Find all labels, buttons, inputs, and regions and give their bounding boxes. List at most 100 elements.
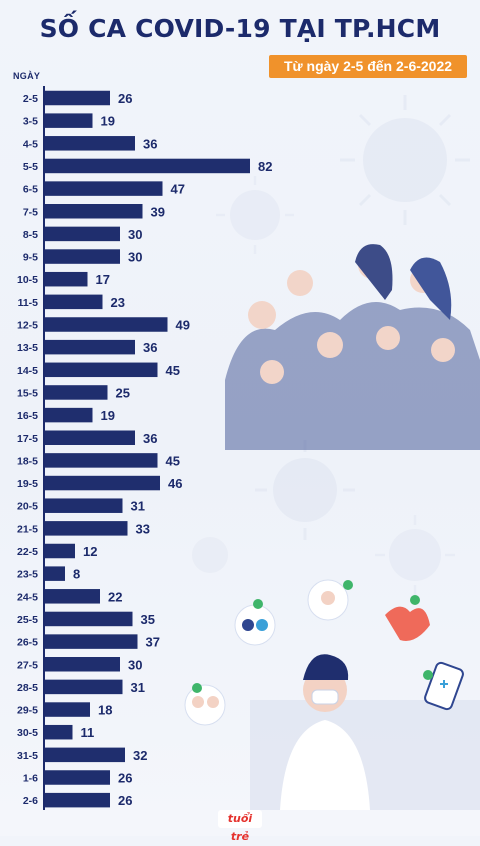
category-label: 30-5 <box>17 727 38 739</box>
data-label: 32 <box>133 748 147 763</box>
data-label: 22 <box>108 589 122 604</box>
data-label: 30 <box>128 227 142 242</box>
data-label: 23 <box>111 295 125 310</box>
chart-title: SỐ CA COVID-19 TẠI TP.HCM <box>39 14 441 43</box>
data-label: 31 <box>131 680 145 695</box>
category-label: 21-5 <box>17 523 38 535</box>
category-label: 27-5 <box>17 659 38 671</box>
bar <box>45 158 250 174</box>
y-axis-label: NGÀY <box>13 71 41 81</box>
virus-icon <box>255 440 355 540</box>
virus-icon <box>192 537 228 573</box>
category-label: 6-5 <box>23 184 38 196</box>
data-label: 45 <box>166 363 180 378</box>
category-label: 20-5 <box>17 501 38 513</box>
bar <box>45 407 93 423</box>
bar <box>45 90 110 106</box>
bar <box>45 543 75 559</box>
bar <box>45 792 110 808</box>
category-label: 8-5 <box>23 229 38 241</box>
bar <box>45 679 123 695</box>
data-label: 82 <box>258 159 272 174</box>
data-label: 31 <box>131 499 145 514</box>
data-label: 36 <box>143 431 157 446</box>
doctor-illustration <box>250 654 480 810</box>
bar <box>45 204 143 219</box>
category-label: 15-5 <box>17 387 38 399</box>
category-label: 19-5 <box>17 478 38 490</box>
category-label: 28-5 <box>17 682 38 694</box>
bar <box>45 317 168 332</box>
data-label: 45 <box>166 453 180 468</box>
category-label: 12-5 <box>17 320 38 332</box>
bar <box>45 634 138 649</box>
data-label: 11 <box>81 725 95 740</box>
category-label: 9-5 <box>23 252 38 264</box>
bar <box>45 611 133 627</box>
bar <box>45 747 125 763</box>
bar <box>45 453 158 468</box>
category-label: 4-5 <box>23 138 38 150</box>
virus-icon <box>216 176 294 254</box>
data-label: 39 <box>151 204 165 219</box>
category-label: 11-5 <box>18 297 39 309</box>
virus-icon <box>375 515 455 595</box>
category-label: 29-5 <box>17 705 38 717</box>
bar <box>45 657 120 672</box>
category-label: 2-6 <box>23 795 38 807</box>
category-label: 31-5 <box>17 750 38 762</box>
category-label: 18-5 <box>17 455 38 467</box>
people-illustration <box>225 244 480 450</box>
data-label: 18 <box>98 703 112 718</box>
bar <box>45 724 73 740</box>
hands-icon <box>385 595 430 641</box>
bar <box>45 339 135 355</box>
category-label: 25-5 <box>17 614 38 626</box>
category-label: 24-5 <box>17 591 38 603</box>
bar <box>45 136 135 151</box>
bar <box>45 271 88 287</box>
data-label: 36 <box>143 136 157 151</box>
bar <box>45 362 158 378</box>
phone-icon <box>423 661 464 711</box>
bar <box>45 385 108 400</box>
bar <box>45 430 135 445</box>
bar <box>45 770 110 785</box>
category-label: 17-5 <box>17 433 38 445</box>
bar <box>45 566 65 581</box>
data-label: 26 <box>118 771 132 786</box>
bar <box>45 589 100 604</box>
avatar-icon <box>234 599 276 646</box>
bar <box>45 702 90 717</box>
category-label: 2-5 <box>23 93 38 105</box>
data-label: 30 <box>128 250 142 265</box>
data-label: 37 <box>146 635 160 650</box>
data-label: 26 <box>118 793 132 808</box>
data-label: 17 <box>96 272 110 287</box>
y-axis-line <box>43 86 45 810</box>
bar <box>45 294 103 310</box>
category-label: 10-5 <box>17 274 38 286</box>
data-label: 8 <box>73 567 80 582</box>
category-label: 22-5 <box>17 546 38 558</box>
tuoi-tre-logo: tuổi trẻ <box>218 810 262 843</box>
data-label: 12 <box>83 544 97 559</box>
category-label: 7-5 <box>23 206 38 218</box>
data-label: 46 <box>168 476 182 491</box>
category-label: 23-5 <box>17 569 38 581</box>
category-label: 16-5 <box>17 410 38 422</box>
date-range-badge: Từ ngày 2-5 đến 2-6-2022 <box>269 55 467 78</box>
avatar-icon <box>307 579 353 621</box>
data-label: 19 <box>101 408 115 423</box>
data-label: 35 <box>141 612 155 627</box>
data-label: 25 <box>116 385 130 400</box>
category-label: 14-5 <box>17 365 38 377</box>
data-label: 47 <box>171 182 185 197</box>
data-label: 49 <box>176 318 190 333</box>
virus-icon <box>340 95 470 225</box>
category-label: 13-5 <box>17 342 38 354</box>
bar <box>45 181 163 196</box>
data-label: 19 <box>101 114 115 129</box>
bar <box>45 521 128 536</box>
